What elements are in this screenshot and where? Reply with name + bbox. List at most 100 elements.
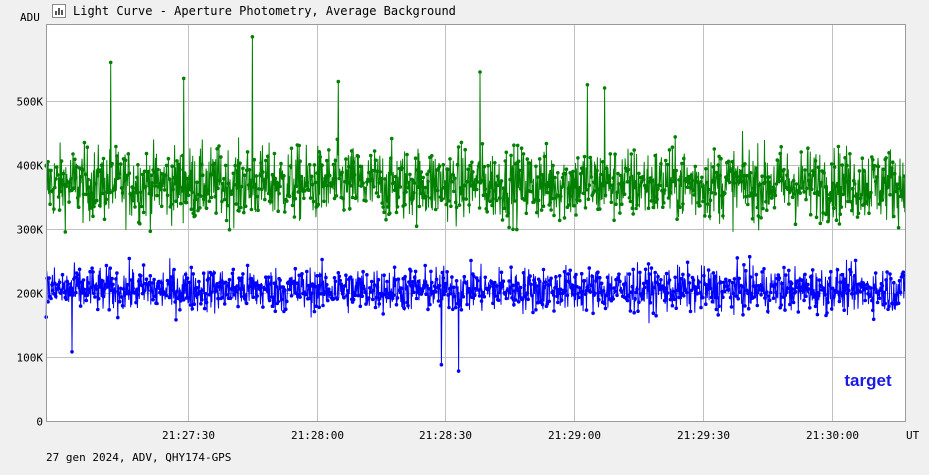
data-point bbox=[661, 284, 665, 289]
data-point bbox=[631, 212, 635, 216]
data-point bbox=[716, 313, 720, 317]
data-point bbox=[534, 164, 538, 169]
data-point bbox=[275, 181, 280, 185]
data-point bbox=[757, 288, 761, 292]
data-point bbox=[240, 184, 244, 189]
data-point bbox=[133, 290, 137, 295]
data-point bbox=[189, 207, 194, 212]
data-point bbox=[64, 297, 69, 302]
data-point bbox=[56, 286, 61, 291]
data-point bbox=[801, 288, 805, 293]
data-point bbox=[410, 280, 415, 284]
data-point bbox=[359, 184, 364, 188]
data-point bbox=[620, 202, 624, 207]
data-point bbox=[265, 154, 270, 159]
data-point bbox=[66, 282, 70, 286]
data-point bbox=[344, 157, 348, 161]
data-point bbox=[702, 195, 706, 200]
data-point bbox=[604, 166, 609, 171]
data-point bbox=[630, 206, 635, 210]
data-point bbox=[270, 304, 275, 309]
data-point bbox=[303, 189, 307, 193]
data-point bbox=[66, 180, 70, 184]
data-point bbox=[251, 295, 256, 300]
data-point bbox=[614, 202, 618, 206]
data-point bbox=[272, 281, 277, 286]
data-point bbox=[285, 299, 289, 304]
data-point bbox=[527, 278, 531, 283]
x-tick-label: 21:28:30 bbox=[419, 429, 472, 442]
data-point bbox=[378, 170, 383, 174]
data-point bbox=[842, 308, 846, 313]
data-point bbox=[159, 187, 163, 192]
data-point bbox=[96, 296, 101, 301]
data-point bbox=[497, 290, 502, 295]
data-point bbox=[115, 154, 119, 158]
x-tick-label: 21:29:00 bbox=[548, 429, 601, 442]
data-point bbox=[892, 171, 897, 176]
data-point bbox=[216, 186, 220, 191]
data-point bbox=[544, 141, 549, 146]
data-point bbox=[134, 300, 138, 305]
data-point bbox=[877, 202, 882, 206]
data-point bbox=[670, 303, 675, 308]
data-point bbox=[892, 280, 896, 285]
data-point bbox=[371, 288, 376, 293]
data-point bbox=[428, 302, 432, 307]
data-point bbox=[543, 280, 548, 285]
data-point bbox=[877, 296, 882, 301]
data-point bbox=[450, 179, 454, 184]
data-point bbox=[491, 197, 495, 201]
data-point bbox=[840, 272, 844, 277]
data-point bbox=[432, 284, 437, 289]
data-point bbox=[638, 270, 642, 275]
data-point bbox=[298, 159, 302, 163]
data-point bbox=[719, 280, 723, 285]
data-point bbox=[484, 207, 489, 211]
data-point bbox=[268, 188, 273, 193]
data-point bbox=[899, 275, 904, 279]
data-point bbox=[390, 296, 395, 301]
data-point bbox=[783, 308, 787, 312]
data-point bbox=[447, 199, 451, 203]
data-point bbox=[677, 178, 681, 182]
data-point bbox=[165, 278, 170, 283]
data-point bbox=[871, 308, 875, 313]
data-point bbox=[807, 178, 811, 183]
data-point bbox=[195, 286, 199, 290]
data-point bbox=[396, 195, 401, 199]
data-point bbox=[680, 161, 684, 166]
series-line bbox=[45, 256, 906, 372]
chart-window-icon[interactable] bbox=[52, 4, 66, 18]
y-tick-label: 200K bbox=[17, 288, 44, 301]
data-point bbox=[621, 181, 626, 185]
data-point bbox=[437, 164, 442, 168]
data-point bbox=[523, 198, 528, 202]
data-point bbox=[888, 192, 892, 197]
data-point bbox=[107, 187, 111, 192]
data-point bbox=[180, 153, 185, 158]
data-point bbox=[898, 290, 903, 295]
data-point bbox=[645, 188, 650, 193]
data-point bbox=[777, 179, 782, 183]
data-point bbox=[138, 274, 143, 278]
data-point bbox=[704, 283, 709, 287]
data-point bbox=[508, 177, 512, 182]
data-point bbox=[400, 166, 405, 170]
data-point bbox=[238, 287, 242, 291]
data-point bbox=[304, 292, 308, 297]
data-point bbox=[257, 187, 261, 191]
data-point bbox=[251, 185, 256, 189]
data-point bbox=[271, 295, 276, 300]
data-point bbox=[477, 294, 482, 298]
data-point bbox=[361, 269, 365, 274]
data-point bbox=[432, 181, 437, 186]
data-point bbox=[557, 274, 562, 278]
data-point bbox=[739, 169, 743, 174]
data-point bbox=[629, 152, 634, 156]
data-point bbox=[818, 221, 823, 226]
y-axis-label: ADU bbox=[20, 11, 40, 24]
data-point bbox=[125, 282, 130, 287]
data-point bbox=[808, 306, 812, 310]
data-point bbox=[530, 294, 534, 298]
